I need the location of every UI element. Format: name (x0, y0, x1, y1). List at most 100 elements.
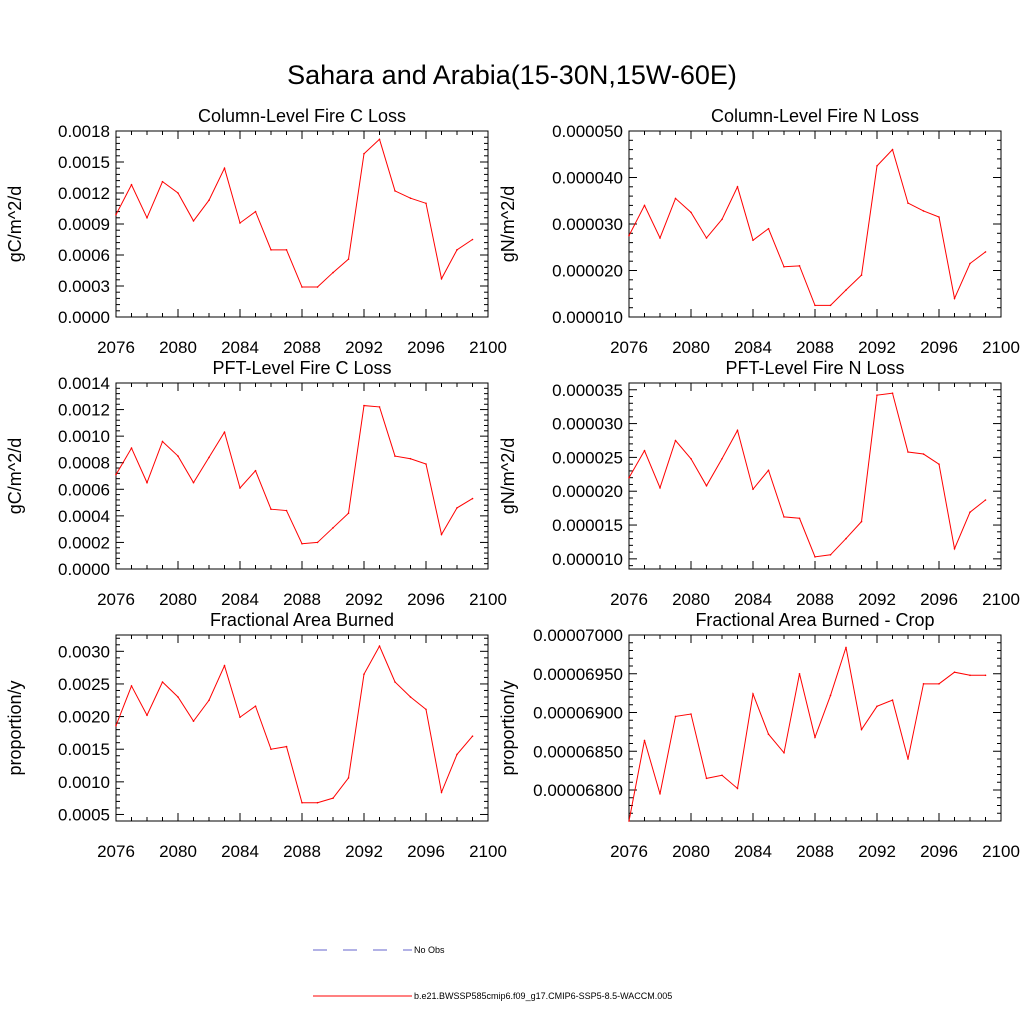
data-point (146, 217, 148, 219)
y-tick-label: 0.0010 (58, 427, 110, 446)
data-point (239, 222, 241, 224)
data-point (425, 708, 427, 711)
data-point (394, 455, 396, 457)
data-point (177, 455, 179, 457)
x-tick-label: 2096 (920, 590, 958, 609)
y-tick-label: 0.000050 (552, 122, 623, 141)
y-tick-label: 0.0025 (58, 675, 110, 694)
data-point (783, 265, 785, 268)
y-tick-label: 0.0006 (58, 480, 110, 499)
x-tick-label: 2088 (796, 338, 834, 357)
data-point (409, 457, 412, 460)
panel-title: PFT-Level Fire C Loss (212, 358, 391, 378)
data-point (208, 699, 210, 702)
x-tick-label: 2084 (221, 590, 259, 609)
x-tick-label: 2096 (920, 842, 958, 861)
y-tick-label: 0.000010 (552, 308, 623, 327)
data-point (814, 556, 816, 558)
data-point (783, 752, 785, 754)
panel-title: Column-Level Fire C Loss (198, 106, 406, 126)
data-point (643, 739, 646, 742)
data-point (643, 204, 646, 207)
panel-1: Column-Level Fire C Loss gC/m^2/d 2076 2080… (5, 106, 507, 357)
x-tick-label: 2076 (610, 590, 648, 609)
plot-frame (628, 382, 1002, 570)
data-point (115, 213, 117, 216)
x-tick-label: 2076 (610, 842, 648, 861)
data-point (177, 192, 179, 194)
data-point (721, 774, 723, 777)
panel-title: PFT-Level Fire N Loss (725, 358, 904, 378)
panel-5: Fractional Area Burned proportion/y 2076 20… (5, 610, 507, 861)
y-tick-label: 0.000020 (552, 482, 623, 501)
data-point (363, 404, 365, 407)
data-point (643, 449, 646, 452)
data-point (953, 671, 956, 673)
data-point (456, 507, 458, 509)
data-point (332, 527, 334, 529)
series-line (628, 148, 986, 306)
y-tick-label: 0.0005 (58, 805, 110, 824)
panel-title: Fractional Area Burned (210, 610, 394, 630)
data-point (425, 202, 427, 205)
x-tick-label: 2084 (734, 590, 772, 609)
y-tick-label: 0.000015 (552, 516, 623, 535)
x-tick-label: 2092 (858, 338, 896, 357)
data-point (316, 801, 319, 804)
data-point (301, 801, 303, 804)
data-point (208, 456, 210, 459)
data-point (378, 138, 381, 141)
x-tick-label: 2084 (221, 338, 259, 357)
y-tick-label: 0.000025 (552, 448, 623, 467)
data-point (130, 447, 133, 449)
series-line (115, 405, 473, 545)
x-tick-label: 2100 (982, 338, 1020, 357)
x-tick-label: 2076 (97, 338, 135, 357)
data-point (456, 249, 458, 251)
data-point (814, 736, 816, 739)
data-point (425, 463, 427, 465)
data-point (907, 758, 909, 760)
data-point (891, 699, 894, 701)
data-point (659, 793, 661, 795)
data-point (907, 451, 909, 453)
x-tick-label: 2084 (734, 842, 772, 861)
data-point (736, 186, 739, 188)
data-point (860, 728, 863, 731)
y-tick-label: 0.00006950 (533, 665, 623, 684)
data-point (239, 716, 241, 719)
data-point (223, 664, 226, 667)
data-point (440, 533, 443, 536)
x-tick-label: 2076 (97, 842, 135, 861)
y-axis-label: gC/m^2/d (5, 186, 25, 262)
y-tick-label: 0.0009 (58, 215, 110, 234)
plot-frame (115, 634, 489, 822)
data-point (223, 431, 226, 433)
x-tick-label: 2084 (221, 842, 259, 861)
y-axis-label: gN/m^2/d (498, 438, 518, 514)
data-point (705, 777, 708, 780)
data-point (876, 705, 878, 708)
data-point (721, 457, 723, 460)
x-tick-label: 2088 (283, 338, 321, 357)
data-point (347, 258, 350, 260)
data-point (783, 516, 785, 518)
figure-title: Sahara and Arabia(15-30N,15W-60E) (287, 60, 737, 90)
y-axis-label: gN/m^2/d (498, 186, 518, 262)
x-tick-label: 2092 (345, 338, 383, 357)
data-point (938, 463, 940, 465)
data-point (347, 512, 350, 514)
x-tick-label: 2092 (345, 842, 383, 861)
data-point (984, 499, 987, 501)
data-point (690, 211, 692, 214)
x-tick-label: 2100 (469, 338, 507, 357)
data-point (394, 190, 396, 192)
data-point (378, 406, 381, 408)
data-point (907, 202, 909, 204)
x-tick-label: 2080 (672, 338, 710, 357)
x-tick-label: 2100 (982, 590, 1020, 609)
data-point (270, 508, 272, 511)
data-point (922, 683, 925, 685)
y-tick-label: 0.0015 (58, 153, 110, 172)
data-point (130, 183, 133, 186)
